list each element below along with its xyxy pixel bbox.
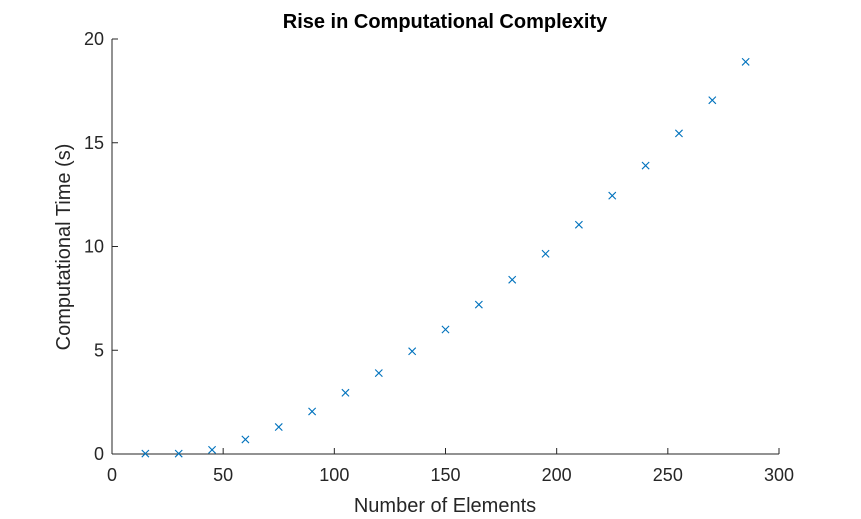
data-point bbox=[208, 445, 217, 454]
x-tick-label: 300 bbox=[764, 465, 794, 485]
y-axis-label: Computational Time (s) bbox=[53, 144, 75, 351]
y-tick-label: 10 bbox=[84, 237, 104, 257]
data-point bbox=[174, 449, 183, 458]
data-point bbox=[708, 96, 717, 105]
chart-title: Rise in Computational Complexity bbox=[283, 11, 608, 33]
data-point bbox=[308, 407, 317, 416]
data-point bbox=[541, 249, 550, 258]
data-point bbox=[608, 191, 617, 200]
y-axis-ticks: 0 5 10 15 20 bbox=[84, 29, 118, 464]
data-point bbox=[141, 449, 150, 458]
y-tick-label: 15 bbox=[84, 133, 104, 153]
data-point bbox=[641, 161, 650, 170]
data-point bbox=[274, 423, 283, 432]
x-tick-label: 250 bbox=[653, 465, 683, 485]
x-tick-label: 50 bbox=[213, 465, 233, 485]
x-tick-label: 200 bbox=[542, 465, 572, 485]
y-tick-label: 0 bbox=[94, 444, 104, 464]
data-point bbox=[574, 220, 583, 229]
data-point bbox=[741, 57, 750, 66]
data-point bbox=[441, 325, 450, 334]
axes bbox=[111, 39, 779, 455]
data-point bbox=[341, 388, 350, 397]
data-point bbox=[508, 275, 517, 284]
data-point bbox=[674, 129, 683, 138]
data-point bbox=[374, 369, 383, 378]
y-tick-label: 20 bbox=[84, 29, 104, 49]
data-point bbox=[408, 347, 417, 356]
data-points bbox=[141, 57, 750, 458]
x-axis-ticks: 0 50 100 150 200 250 300 bbox=[107, 448, 794, 485]
data-point bbox=[474, 300, 483, 309]
x-tick-label: 100 bbox=[319, 465, 349, 485]
x-tick-label: 0 bbox=[107, 465, 117, 485]
x-tick-label: 150 bbox=[430, 465, 460, 485]
y-tick-label: 5 bbox=[94, 340, 104, 360]
data-point bbox=[241, 435, 250, 444]
x-axis-label: Number of Elements bbox=[354, 495, 536, 517]
